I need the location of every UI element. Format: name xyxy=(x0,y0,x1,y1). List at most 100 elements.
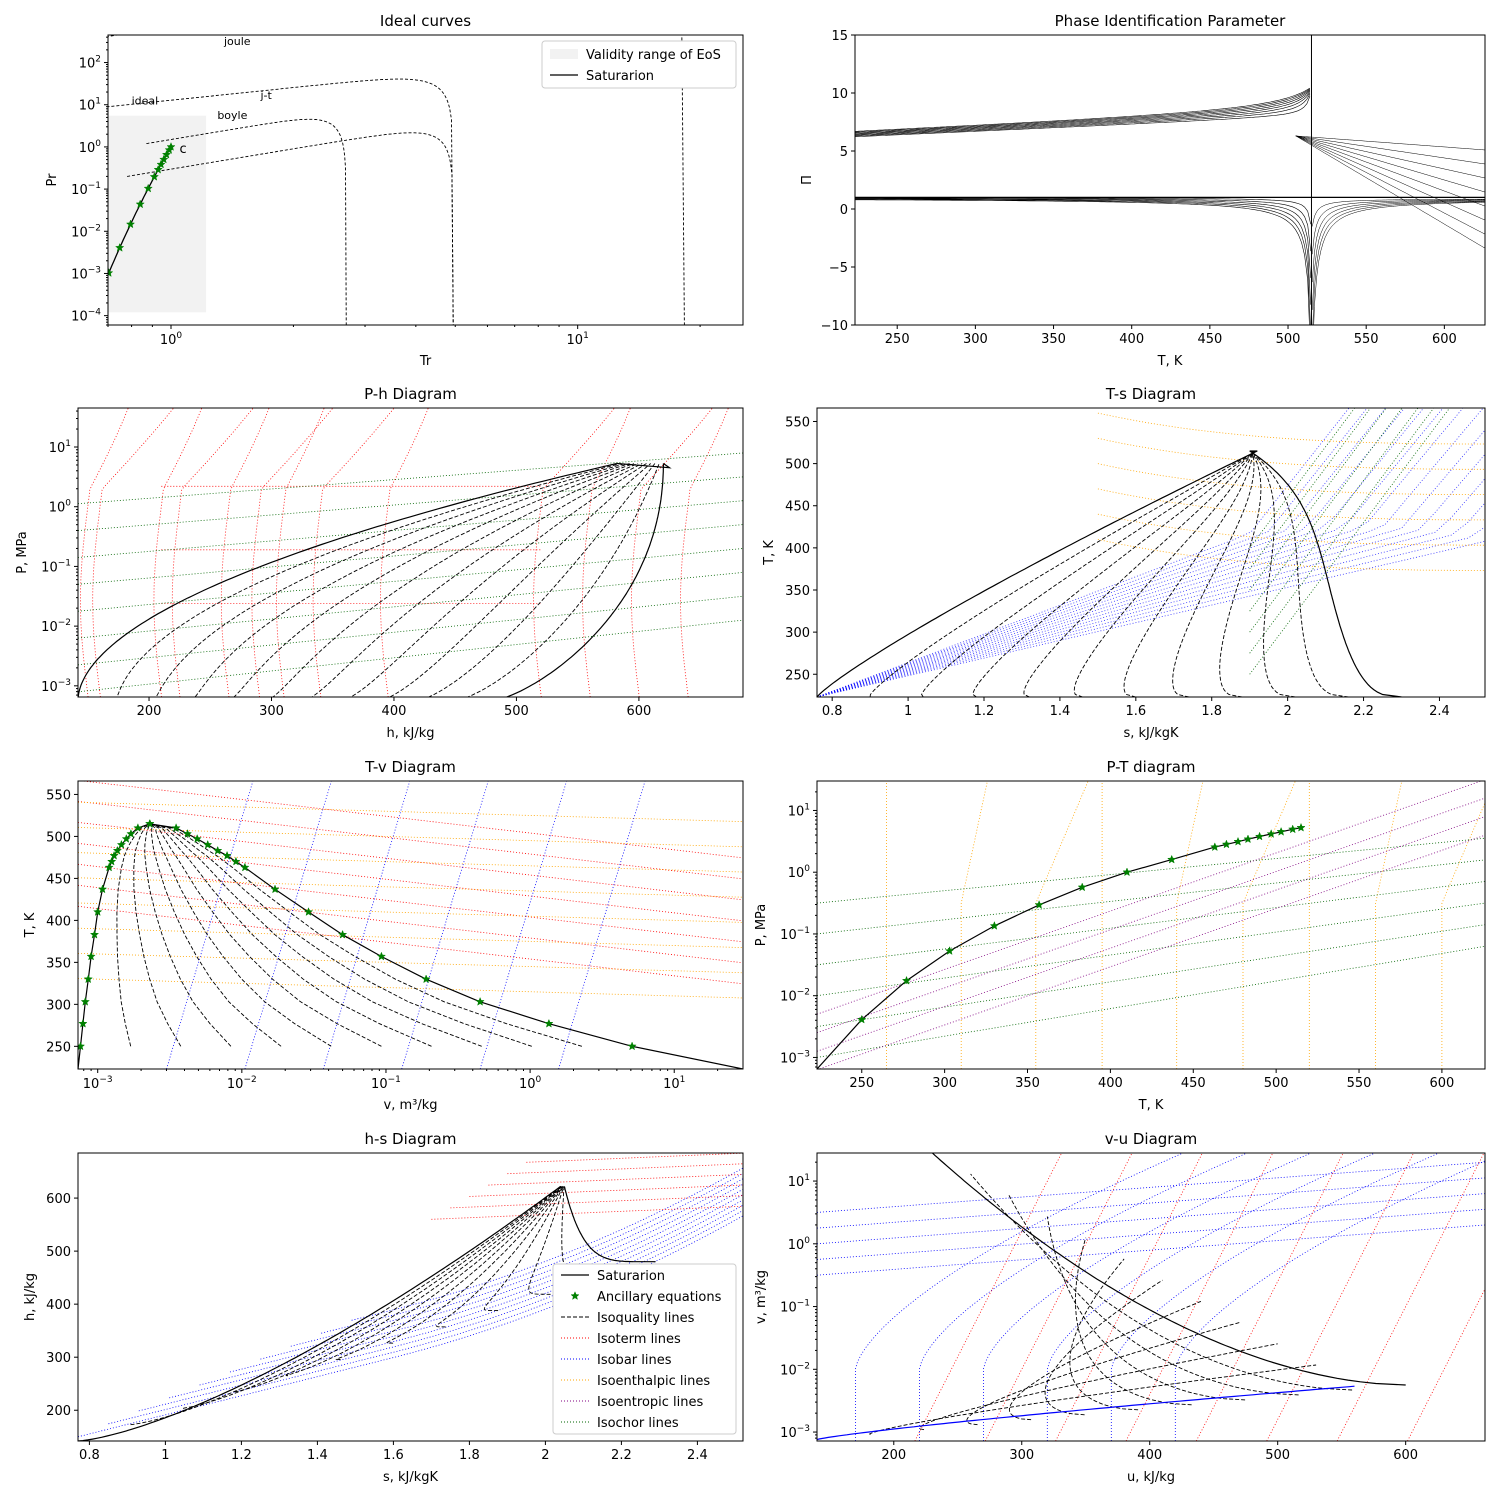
x-tick-label: 350 xyxy=(1041,332,1066,347)
isotherm-line xyxy=(78,905,743,985)
isochor-line xyxy=(817,924,1485,1027)
isobar-line xyxy=(817,502,1485,697)
isobar-line xyxy=(1046,1153,1376,1441)
saturation-liquid-curve xyxy=(817,450,1258,697)
ancillary-point xyxy=(989,920,1000,930)
isoentropic-line xyxy=(817,781,1483,1015)
isobar-line xyxy=(817,408,1425,697)
isotherm-line xyxy=(431,1205,743,1220)
isoquality-line xyxy=(386,1186,564,1344)
isoquality-line xyxy=(528,1186,565,1295)
x-tick-label: 450 xyxy=(1181,1076,1206,1091)
legend-label: Saturarion xyxy=(597,1269,665,1284)
pip-vapour-curve xyxy=(1312,200,1485,283)
plot-area-vu xyxy=(817,1153,1485,1441)
isochor-line xyxy=(78,548,743,612)
axes-tv: T-v Diagram v, m³/kg T, K 10−3 10−2 10−1 100 10… xyxy=(23,758,744,1113)
plot-area-pt xyxy=(817,781,1485,1069)
isoquality-line xyxy=(149,823,332,1047)
subplot-pt: P-T diagram T, K P, MPa 250 300 350 400 450 500 5… xyxy=(754,758,1486,1113)
isoquality-line xyxy=(919,1343,1278,1431)
isobar-line xyxy=(401,781,489,1069)
x-tick-label: 600 xyxy=(1429,1076,1454,1091)
axes-ts: T-s Diagram s, kJ/kgK T, K 0.8 1 1.2 1.4 1.6 1.8… xyxy=(762,385,1486,741)
axes-frame xyxy=(77,407,744,698)
isochor-line xyxy=(1249,408,1371,570)
x-tick-label: 400 xyxy=(1098,1076,1123,1091)
ancillary-point xyxy=(270,884,280,894)
isotherm-line xyxy=(78,843,743,922)
plot-area-ts xyxy=(817,408,1485,697)
axes-frame xyxy=(854,34,1486,326)
ancillary-point xyxy=(1210,842,1220,852)
y-tick-label: 10−1 xyxy=(780,1299,810,1316)
isotherm-line xyxy=(78,884,743,964)
isobar-line xyxy=(558,781,646,1069)
isotherm-line xyxy=(78,801,743,880)
isoquality-line xyxy=(182,1186,562,1409)
y-tick-label: 100 xyxy=(49,499,72,516)
ancillary-point xyxy=(121,833,131,843)
isochor-line xyxy=(817,945,1485,1058)
isoquality-line xyxy=(272,463,639,697)
isobar-line xyxy=(817,408,1350,697)
plot-area-ideal xyxy=(93,35,685,325)
ancillary-point xyxy=(166,142,176,151)
pip-liquid-curve xyxy=(855,87,1311,132)
ancillary-point xyxy=(143,183,153,193)
ancillary-point xyxy=(1077,882,1087,892)
pip-vapour-curve xyxy=(855,198,1311,278)
isobar-line xyxy=(817,1224,1485,1276)
subplot-pip: Phase Identification Parameter T, K Π 250 30… xyxy=(800,12,1486,369)
ancillary-point xyxy=(171,823,181,832)
ancillary-point xyxy=(857,1014,867,1024)
isoquality-line xyxy=(868,1364,1317,1435)
pip-vapour-curve xyxy=(1312,198,1485,227)
x-axis-label: T, K xyxy=(1157,354,1183,369)
x-tick-label: 100 xyxy=(519,1075,542,1092)
isoquality-line xyxy=(388,463,651,697)
isoenthalpic-line xyxy=(78,978,743,999)
curve-label-boyle: boyle xyxy=(217,109,247,122)
isotherm-line xyxy=(78,863,743,943)
ancillary-point xyxy=(93,297,101,305)
pip-supercritical-curve xyxy=(1295,135,1485,235)
saturation-vapour-curve xyxy=(931,1153,1406,1386)
ancillary-point xyxy=(222,850,232,860)
isoquality-line xyxy=(1073,450,1255,697)
pip-vapour-curve xyxy=(1312,199,1485,255)
isobar-line xyxy=(817,408,1405,697)
isotherm-line xyxy=(171,408,254,697)
ancillary-point xyxy=(159,154,169,164)
isochor-line xyxy=(78,595,743,666)
y-tick-label: 10−3 xyxy=(780,1049,810,1066)
isotherm-line xyxy=(79,781,743,859)
isobar-line xyxy=(1174,1160,1485,1441)
isoquality-line xyxy=(1069,1258,1139,1411)
isochor-line xyxy=(78,572,743,639)
validity-range xyxy=(108,115,207,313)
ancillary-point xyxy=(231,856,241,866)
pip-vapour-curve xyxy=(855,198,1311,305)
curve-label-j-t: j-t xyxy=(260,89,273,102)
isoquality-line xyxy=(116,463,622,697)
x-tick-label: 1.6 xyxy=(1125,704,1146,719)
isotherm-line xyxy=(380,408,429,697)
legend-label: Isoenthalpic lines xyxy=(597,1374,710,1389)
isoquality-line xyxy=(1219,450,1262,697)
legend-swatch-validity xyxy=(550,49,578,59)
y-tick-label: 101 xyxy=(788,1173,810,1190)
isotherm-line xyxy=(469,1184,743,1197)
x-tick-label: 400 xyxy=(1119,332,1144,347)
ancillary-point xyxy=(475,996,485,1006)
x-tick-label: 1.2 xyxy=(231,1448,252,1463)
isobar-line xyxy=(229,1188,743,1373)
plot-area-pip xyxy=(855,35,1485,325)
x-tick-label: 300 xyxy=(932,1076,957,1091)
x-tick-label: 200 xyxy=(137,704,162,719)
isotherm-line xyxy=(79,408,129,697)
chart-title: Ideal curves xyxy=(380,12,471,30)
isoquality-line xyxy=(155,463,626,697)
isochor-line xyxy=(817,902,1485,997)
isoenthalpic-line xyxy=(1097,539,1485,571)
